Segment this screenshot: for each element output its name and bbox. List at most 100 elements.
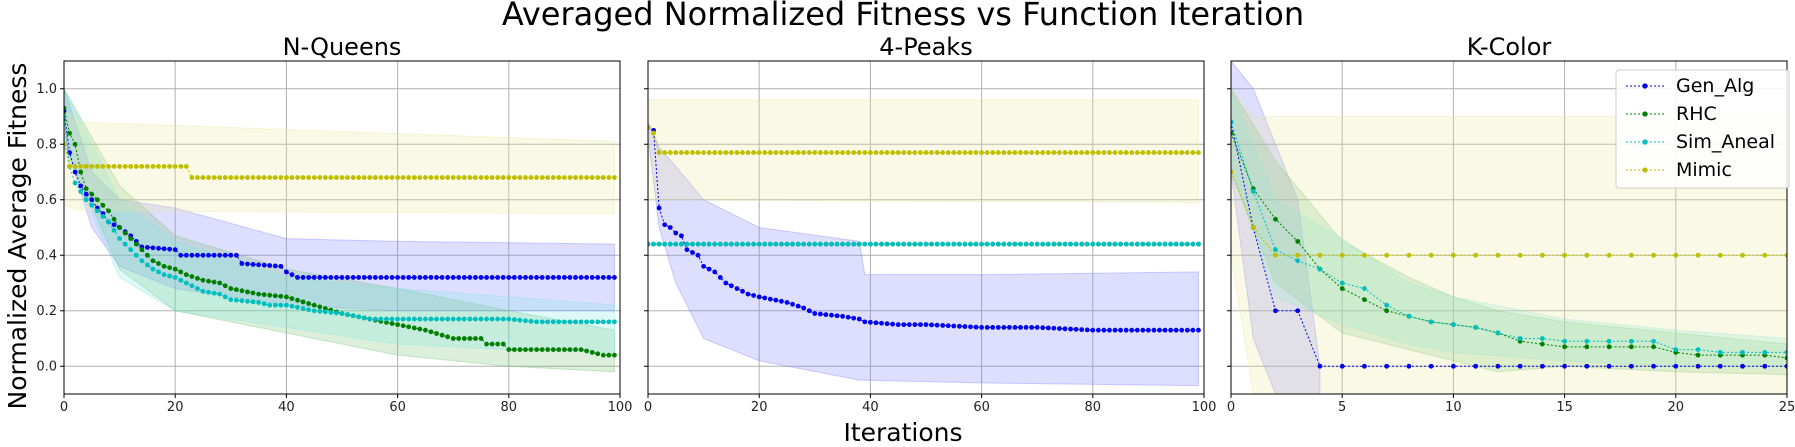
point-n-queens-mimic-61 <box>400 175 406 180</box>
point-n-queens-gen-alg-27 <box>211 252 217 258</box>
point-k-color-rhc-21 <box>1695 352 1701 358</box>
point-4-peaks-gen-alg-96 <box>1179 327 1185 333</box>
point-n-queens-mimic-80 <box>506 175 512 180</box>
point-k-color-gen-alg-22 <box>1717 363 1723 369</box>
point-n-queens-mimic-25 <box>200 175 206 180</box>
point-k-color-mimic-3 <box>1295 252 1301 258</box>
point-4-peaks-sim-aneal-87 <box>1129 241 1135 247</box>
point-4-peaks-sim-aneal-82 <box>1101 241 1107 247</box>
point-k-color-gen-alg-23 <box>1740 363 1745 369</box>
point-n-queens-mimic-29 <box>222 175 228 180</box>
point-n-queens-gen-alg-74 <box>473 275 478 280</box>
point-4-peaks-mimic-94 <box>1168 150 1174 155</box>
point-n-queens-gen-alg-59 <box>389 275 395 280</box>
point-4-peaks-sim-aneal-66 <box>1012 241 1018 247</box>
point-n-queens-mimic-7 <box>100 164 106 169</box>
point-n-queens-gen-alg-55 <box>367 275 373 280</box>
point-4-peaks-mimic-12 <box>712 150 718 155</box>
series-line-k-color-gen-alg <box>1231 121 1787 367</box>
point-n-queens-gen-alg-26 <box>206 252 211 258</box>
point-4-peaks-gen-alg-6 <box>678 233 684 239</box>
point-4-peaks-mimic-50 <box>923 150 929 155</box>
point-n-queens-gen-alg-18 <box>161 246 167 252</box>
point-n-queens-gen-alg-22 <box>183 252 189 258</box>
point-4-peaks-mimic-84 <box>1112 150 1118 155</box>
point-4-peaks-gen-alg-42 <box>879 320 884 326</box>
point-4-peaks-gen-alg-15 <box>729 283 734 289</box>
point-4-peaks-gen-alg-31 <box>817 311 823 317</box>
point-n-queens-mimic-74 <box>473 175 478 180</box>
point-n-queens-rhc-38 <box>272 293 278 299</box>
point-k-color-sim-aneal-13 <box>1517 336 1523 341</box>
point-4-peaks-mimic-63 <box>995 150 1001 155</box>
x-tick-label-4-peaks-3: 60 <box>973 400 990 415</box>
point-4-peaks-mimic-27 <box>795 150 801 155</box>
panel-title-4-peaks: 4-Peaks <box>879 33 972 61</box>
x-tick-label-n-queens-5: 100 <box>608 400 633 415</box>
point-n-queens-gen-alg-81 <box>511 275 517 280</box>
point-n-queens-rhc-66 <box>428 329 434 335</box>
point-n-queens-sim-aneal-6 <box>94 208 100 214</box>
point-n-queens-mimic-9 <box>111 164 117 169</box>
point-4-peaks-sim-aneal-26 <box>790 241 795 247</box>
series-line-k-color-sim-aneal <box>1231 121 1787 353</box>
point-4-peaks-gen-alg-73 <box>1051 325 1057 331</box>
point-4-peaks-sim-aneal-78 <box>1079 241 1085 247</box>
point-k-color-mimic-1 <box>1250 225 1256 230</box>
point-4-peaks-gen-alg-97 <box>1184 327 1190 333</box>
point-n-queens-rhc-32 <box>239 288 245 294</box>
point-n-queens-gen-alg-53 <box>356 275 362 280</box>
series-line-4-peaks-mimic <box>648 127 1199 154</box>
legend: Gen_Alg RHC Sim_Aneal Mimic <box>1615 69 1790 189</box>
point-4-peaks-gen-alg-18 <box>745 291 751 297</box>
point-n-queens-rhc-60 <box>395 322 400 328</box>
point-n-queens-sim-aneal-62 <box>406 316 412 322</box>
point-n-queens-mimic-52 <box>350 175 356 180</box>
point-4-peaks-sim-aneal-90 <box>1146 241 1151 247</box>
series-line-n-queens-gen-alg <box>64 110 615 278</box>
point-4-peaks-mimic-39 <box>862 150 868 155</box>
point-k-color-mimic-12 <box>1495 252 1501 258</box>
point-k-color-rhc-2 <box>1273 216 1278 222</box>
point-4-peaks-mimic-25 <box>784 150 790 155</box>
point-4-peaks-sim-aneal-44 <box>890 241 896 247</box>
point-k-color-mimic-5 <box>1339 252 1345 258</box>
point-4-peaks-gen-alg-64 <box>1001 325 1007 330</box>
point-n-queens-sim-aneal-23 <box>189 283 195 289</box>
point-n-queens-mimic-95 <box>589 175 595 180</box>
point-k-color-mimic-22 <box>1717 252 1723 258</box>
point-4-peaks-gen-alg-43 <box>884 321 890 327</box>
point-n-queens-mimic-89 <box>556 175 562 180</box>
point-n-queens-mimic-32 <box>239 175 245 180</box>
point-4-peaks-mimic-57 <box>962 150 968 155</box>
point-4-peaks-sim-aneal-28 <box>801 241 807 247</box>
point-n-queens-rhc-3 <box>78 169 84 175</box>
point-n-queens-rhc-30 <box>228 286 234 291</box>
point-4-peaks-sim-aneal-25 <box>784 241 790 247</box>
point-n-queens-rhc-35 <box>256 291 261 297</box>
point-4-peaks-sim-aneal-51 <box>929 241 934 247</box>
point-4-peaks-gen-alg-90 <box>1146 327 1151 333</box>
point-4-peaks-sim-aneal-68 <box>1023 241 1029 247</box>
point-4-peaks-gen-alg-84 <box>1112 327 1118 333</box>
point-4-peaks-gen-alg-74 <box>1057 326 1062 331</box>
point-k-color-gen-alg-4 <box>1317 363 1323 369</box>
point-k-color-mimic-13 <box>1517 252 1523 258</box>
point-n-queens-mimic-39 <box>278 175 284 180</box>
point-n-queens-sim-aneal-2 <box>72 180 78 186</box>
point-4-peaks-gen-alg-52 <box>934 322 940 328</box>
point-k-color-rhc-7 <box>1384 308 1390 314</box>
point-n-queens-sim-aneal-15 <box>145 262 150 268</box>
point-4-peaks-mimic-28 <box>801 150 807 155</box>
point-n-queens-sim-aneal-16 <box>150 266 156 272</box>
point-n-queens-gen-alg-16 <box>150 245 156 251</box>
x-tick-label-k-color-3: 15 <box>1556 400 1573 415</box>
point-n-queens-mimic-62 <box>406 175 412 180</box>
point-n-queens-mimic-66 <box>428 175 434 180</box>
point-n-queens-sim-aneal-57 <box>378 316 384 322</box>
y-tick-label-n-queens-4: 0.8 <box>36 137 57 152</box>
point-n-queens-gen-alg-72 <box>461 275 467 280</box>
point-4-peaks-mimic-62 <box>990 150 996 155</box>
point-n-queens-mimic-42 <box>295 175 300 180</box>
point-n-queens-gen-alg-21 <box>178 252 184 258</box>
